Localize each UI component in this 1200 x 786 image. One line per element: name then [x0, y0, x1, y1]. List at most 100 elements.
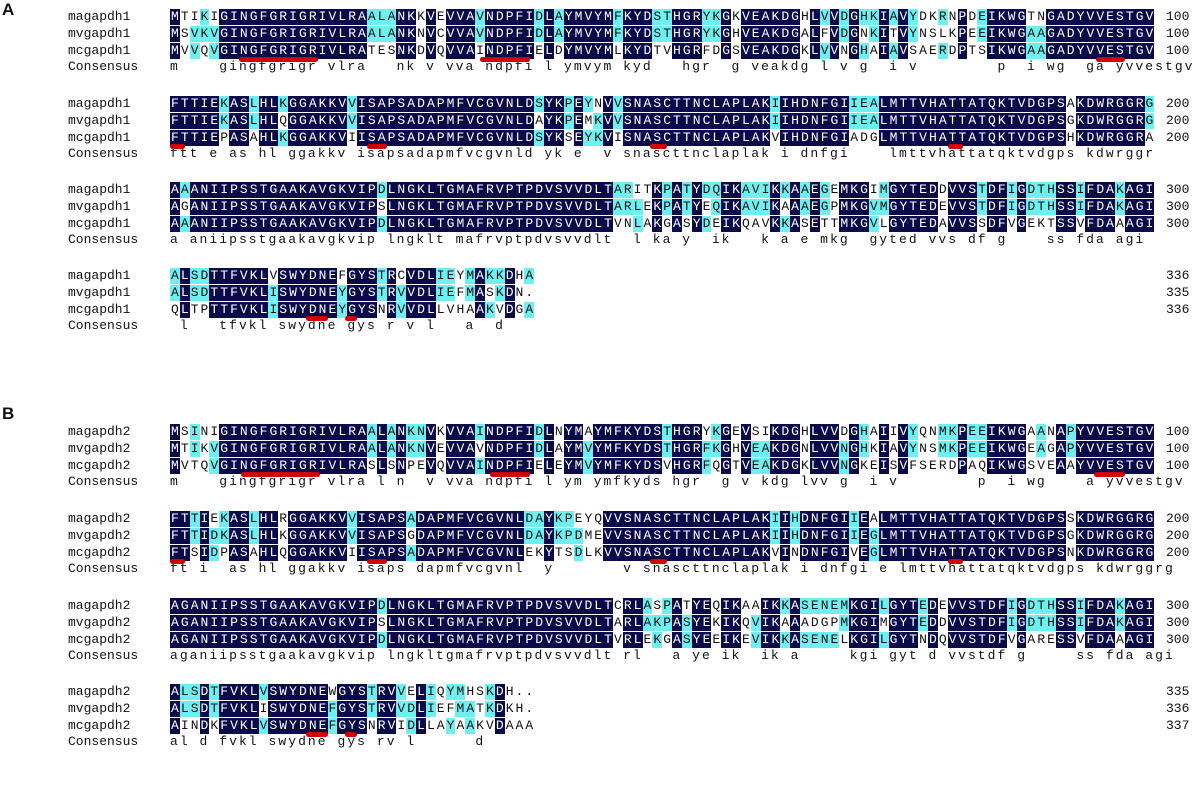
residue: V — [544, 215, 554, 232]
residue: Y — [632, 9, 643, 25]
residue: H — [790, 112, 800, 129]
residue: G — [859, 614, 869, 631]
residue: A — [376, 129, 387, 146]
residue: G — [681, 25, 692, 42]
residue: N — [691, 511, 702, 527]
residue: Q — [171, 301, 179, 317]
residue: M — [937, 424, 948, 440]
residue: V — [740, 25, 751, 42]
residue: L — [386, 614, 397, 631]
residue: A — [307, 182, 318, 198]
residue: G — [721, 9, 732, 25]
residue: A — [850, 129, 859, 145]
motif-underline — [170, 558, 185, 564]
residue: V — [465, 129, 476, 146]
residue: S — [248, 182, 259, 198]
residue: K — [801, 42, 809, 58]
residue: D — [1085, 511, 1096, 527]
residue: P — [524, 631, 535, 648]
residue: E — [977, 25, 988, 42]
residue: K — [535, 544, 544, 560]
residue: K — [494, 284, 505, 301]
residue: T — [376, 268, 387, 284]
residue: A — [229, 527, 239, 544]
residue: V — [494, 129, 505, 146]
residue: A — [357, 42, 367, 59]
residue: W — [1095, 112, 1106, 129]
residue: L — [514, 544, 525, 561]
residue: V — [494, 544, 505, 561]
residue: G — [888, 614, 899, 631]
residue: A — [750, 511, 761, 527]
residue: N — [809, 96, 820, 112]
residue: N — [396, 9, 407, 25]
residue: G — [179, 631, 190, 648]
residue: Y — [583, 96, 594, 112]
residue: F — [219, 717, 230, 734]
residue: V — [455, 424, 466, 440]
residue: K — [1115, 614, 1125, 631]
residue: I — [425, 684, 436, 700]
residue: A — [740, 198, 751, 215]
residue: I — [357, 215, 367, 232]
residue: G — [406, 598, 417, 614]
residue: A — [1036, 424, 1047, 440]
residue: Y — [632, 25, 643, 42]
residue: L — [544, 440, 554, 457]
residue: A — [170, 598, 180, 614]
residue: F — [514, 457, 525, 474]
residue: N — [691, 544, 702, 561]
residue: Y — [544, 96, 554, 112]
residue: K — [928, 9, 937, 24]
residue: G — [219, 457, 230, 474]
residue: N — [504, 112, 515, 129]
residue: D — [800, 129, 810, 146]
residue: D — [534, 424, 545, 440]
residue: V — [947, 598, 958, 614]
sequence-name: mcgapdh1 — [68, 301, 131, 317]
residue: I — [317, 9, 328, 25]
residue: . — [525, 700, 534, 716]
residue: G — [1115, 96, 1125, 112]
residue: I — [219, 614, 230, 631]
sequence-name: mcgapdh2 — [68, 631, 131, 647]
residue: S — [1065, 598, 1076, 614]
residue: T — [435, 215, 446, 232]
residue: E — [317, 684, 328, 700]
residue: L — [879, 215, 888, 231]
residue: A — [376, 527, 387, 544]
residue: T — [682, 598, 691, 613]
residue: A — [1055, 424, 1066, 440]
residue: A — [465, 614, 476, 631]
sequence-name: mvgapdh2 — [68, 527, 131, 543]
residue: V — [583, 457, 594, 474]
residue: Y — [445, 717, 456, 734]
residue: F — [455, 511, 466, 527]
residue: T — [258, 182, 269, 198]
residue: T — [1006, 129, 1017, 146]
residue: A — [406, 129, 417, 146]
residue: S — [366, 544, 377, 561]
residue: P — [1046, 129, 1056, 146]
residue: A — [672, 215, 682, 232]
residue: V — [918, 96, 928, 112]
residue: S — [1055, 129, 1066, 146]
residue: A — [357, 440, 367, 457]
residue: K — [760, 544, 771, 561]
residue: W — [1006, 25, 1017, 42]
residue: S — [189, 268, 200, 284]
residue: V — [317, 182, 328, 198]
residue: V — [446, 301, 455, 317]
residue: V — [583, 25, 594, 42]
residue: F — [612, 25, 623, 42]
residue: R — [1134, 527, 1145, 544]
residue: G — [721, 42, 732, 59]
residue: D — [416, 268, 426, 284]
residue: E — [417, 457, 425, 473]
residue: I — [849, 511, 860, 527]
residue: F — [819, 527, 830, 544]
end-position: 200 — [1166, 112, 1190, 128]
